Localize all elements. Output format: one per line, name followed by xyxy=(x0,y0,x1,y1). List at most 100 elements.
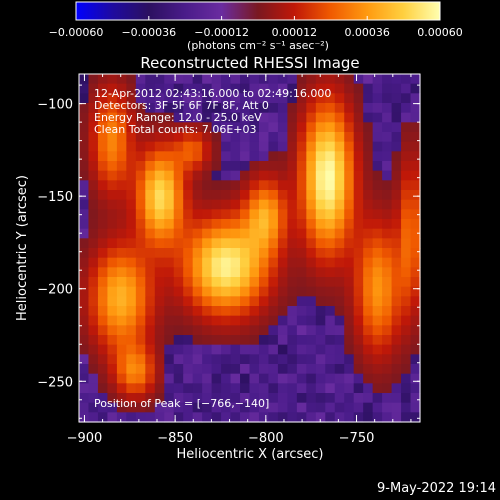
heatmap-cell xyxy=(249,132,260,143)
heatmap-cell xyxy=(107,296,118,307)
heatmap-cell xyxy=(221,132,232,143)
heatmap-cell xyxy=(88,248,99,259)
heatmap-cell xyxy=(192,112,203,123)
heatmap-cell xyxy=(410,122,421,133)
heatmap-cell xyxy=(410,209,421,220)
heatmap-cell xyxy=(154,383,165,394)
heatmap-cell xyxy=(268,161,279,172)
heatmap-cell xyxy=(183,315,194,326)
heatmap-cell xyxy=(287,238,298,249)
heatmap-cell xyxy=(145,373,156,384)
heatmap-cell xyxy=(145,161,156,172)
heatmap-cell xyxy=(268,141,279,152)
heatmap-cell xyxy=(249,257,260,268)
heatmap-cell xyxy=(344,180,355,191)
heatmap-cell xyxy=(145,383,156,394)
heatmap-cell xyxy=(79,364,90,375)
heatmap-cell xyxy=(116,141,127,152)
heatmap-cell xyxy=(116,93,127,104)
heatmap-cell xyxy=(296,103,307,114)
heatmap-cell xyxy=(230,74,241,85)
heatmap-cell xyxy=(173,180,184,191)
heatmap-cell xyxy=(211,83,222,94)
heatmap-cell xyxy=(126,306,137,317)
heatmap-cell xyxy=(173,209,184,220)
heatmap-cell xyxy=(221,83,232,94)
heatmap-cell xyxy=(88,344,99,355)
heatmap-cell xyxy=(240,190,251,201)
heatmap-cell xyxy=(135,219,146,230)
heatmap-cell xyxy=(258,277,270,288)
heatmap-cell xyxy=(79,344,90,355)
heatmap-cell xyxy=(88,180,99,191)
heatmap-cell xyxy=(97,132,109,143)
heatmap-cell xyxy=(382,219,393,230)
heatmap-cell xyxy=(287,296,298,307)
heatmap-cell xyxy=(116,286,127,297)
heatmap-cell xyxy=(211,286,222,297)
heatmap-cell xyxy=(315,277,326,288)
heatmap-cell xyxy=(164,238,175,249)
heatmap-cell xyxy=(306,383,317,394)
heatmap-cell xyxy=(173,93,184,104)
heatmap-cell xyxy=(296,228,307,239)
heatmap-cell xyxy=(192,74,203,85)
heatmap-cell xyxy=(135,412,146,423)
heatmap-cell xyxy=(107,190,118,201)
heatmap-cell xyxy=(154,296,165,307)
heatmap-cell xyxy=(135,170,146,181)
heatmap-cell xyxy=(154,83,165,94)
heatmap-cell xyxy=(258,306,270,317)
heatmap-cell xyxy=(363,306,374,317)
y-tick-label: −250 xyxy=(37,375,73,390)
heatmap-cell xyxy=(249,267,260,278)
heatmap-cell xyxy=(315,112,326,123)
heatmap-cell xyxy=(334,180,345,191)
heatmap-cell xyxy=(258,190,270,201)
heatmap-cell xyxy=(382,344,393,355)
heatmap-cell xyxy=(334,402,345,413)
heatmap-cell xyxy=(410,199,421,210)
y-axis: −100 −150 −200 −250 xyxy=(37,84,420,419)
heatmap-cell xyxy=(97,344,109,355)
heatmap-cell xyxy=(277,412,288,423)
heatmap-cell xyxy=(410,286,421,297)
heatmap-cell xyxy=(334,219,345,230)
heatmap-cell xyxy=(258,161,270,172)
heatmap-cell xyxy=(249,354,260,365)
heatmap-cell xyxy=(410,296,421,307)
heatmap-cell xyxy=(334,199,345,210)
heatmap-cell xyxy=(126,238,137,249)
heatmap-cell xyxy=(249,74,260,85)
heatmap-cell xyxy=(344,190,355,201)
heatmap-cell xyxy=(240,335,251,346)
heatmap-cell xyxy=(211,306,222,317)
heatmap-cell xyxy=(296,277,307,288)
heatmap-cell xyxy=(221,103,232,114)
heatmap-cell xyxy=(211,199,222,210)
heatmap-cell xyxy=(126,277,137,288)
heatmap-cell xyxy=(173,315,184,326)
heatmap-cell xyxy=(306,112,317,123)
heatmap-cell xyxy=(353,248,364,259)
heatmap-cell xyxy=(353,335,364,346)
heatmap-cell xyxy=(240,170,251,181)
heatmap-cell xyxy=(221,199,232,210)
heatmap-cell xyxy=(202,286,213,297)
heatmap-cell xyxy=(296,364,307,375)
heatmap-cell xyxy=(353,325,364,336)
heatmap-cell xyxy=(230,190,241,201)
heatmap-cell xyxy=(88,325,99,336)
heatmap-cell xyxy=(135,180,146,191)
heatmap-cell xyxy=(97,180,109,191)
heatmap-cell xyxy=(164,219,175,230)
heatmap-cell xyxy=(154,344,165,355)
heatmap-cell xyxy=(135,93,146,104)
heatmap-cell xyxy=(88,74,99,85)
heatmap-cell xyxy=(287,315,298,326)
heatmap-cell xyxy=(135,161,146,172)
heatmap-cell xyxy=(410,74,421,85)
heatmap-cell xyxy=(334,354,345,365)
heatmap-cell xyxy=(192,286,203,297)
heatmap-cell xyxy=(296,180,307,191)
